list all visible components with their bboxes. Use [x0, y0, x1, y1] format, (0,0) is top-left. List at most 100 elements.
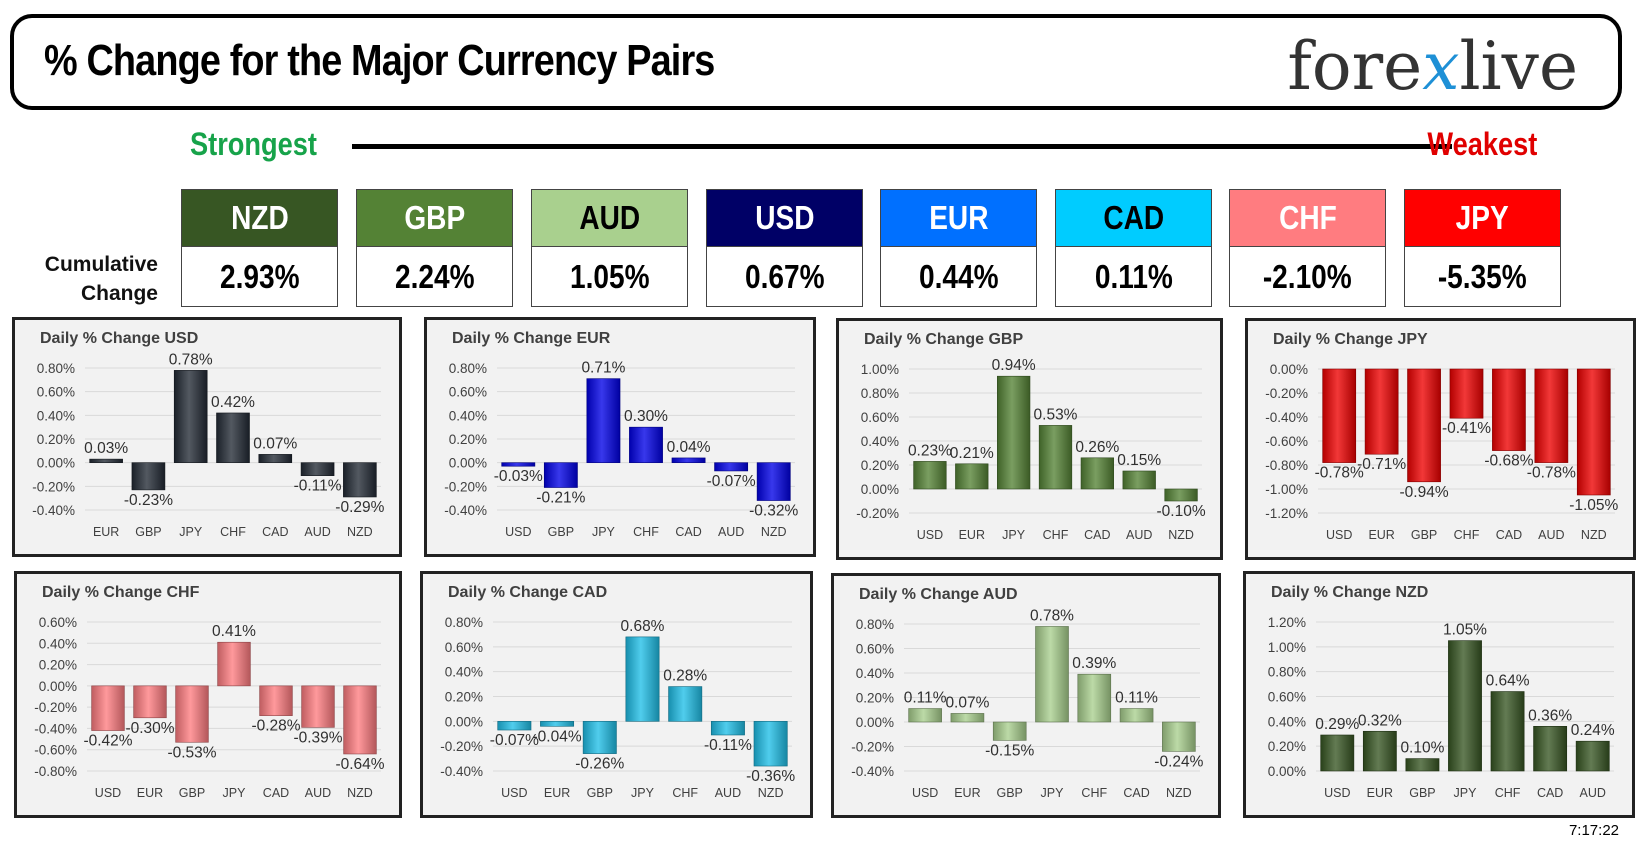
category-label: CAD: [1084, 528, 1110, 542]
data-label: 0.04%: [667, 439, 711, 456]
currency-code: NZD: [182, 190, 337, 247]
category-label: JPY: [1454, 786, 1478, 800]
bar-aud: [301, 685, 335, 728]
bar-nzd: [1162, 721, 1196, 752]
y-tick-label: -1.20%: [1265, 506, 1308, 521]
category-label: EUR: [959, 528, 985, 542]
y-tick-label: -0.20%: [444, 479, 487, 494]
y-tick-label: 0.60%: [856, 642, 894, 657]
cumulative-change-label: Cumulative Change: [44, 253, 158, 305]
bar-chf: [668, 686, 703, 722]
bar-chart-svg: Daily % Change USD 0.80% 0.60% 0.40% 0.20% 0.…: [32, 330, 384, 539]
chart-panel-nzd: Daily % Change NZD 1.20% 1.00% 0.80% 0.60% 0.…: [1243, 571, 1635, 818]
bar-cad: [1492, 368, 1526, 451]
strongest-label: Strongest: [190, 126, 317, 162]
bar-gbp: [175, 685, 209, 743]
chart-panel-eur: Daily % Change EUR 0.80% 0.60% 0.40% 0.20% 0.…: [424, 317, 816, 557]
data-label: 0.15%: [1117, 452, 1161, 469]
currency-card-6: CAD 0.11%: [1055, 189, 1212, 307]
data-label: -1.05%: [1569, 497, 1618, 514]
data-label: 0.78%: [169, 351, 213, 368]
data-label: 0.07%: [945, 694, 989, 711]
data-label: -0.26%: [575, 756, 624, 773]
y-tick-label: 1.00%: [1268, 640, 1306, 655]
y-tick-label: -0.80%: [1265, 458, 1308, 473]
chart-title: Daily % Change NZD: [1271, 584, 1428, 601]
data-label: 0.94%: [992, 357, 1036, 374]
y-tick-label: -0.20%: [856, 506, 899, 521]
data-label: 0.36%: [1528, 707, 1572, 724]
category-label: CHF: [1495, 786, 1521, 800]
chart-title: Daily % Change USD: [40, 330, 198, 347]
category-label: EUR: [1368, 528, 1394, 542]
y-tick-label: -0.20%: [1265, 386, 1308, 401]
bar-chart-svg: Daily % Change GBP 1.00% 0.80% 0.60% 0.40% 0.…: [856, 331, 1206, 542]
currency-cumulative-value: 2.93%: [219, 258, 300, 295]
bar-nzd: [1576, 368, 1611, 496]
bar-jpy: [625, 636, 660, 722]
bar-chart-svg: Daily % Change JPY 0.00% -0.20% -0.40% -0.60…: [1265, 331, 1618, 542]
currency-cumulative-value: 0.67%: [744, 258, 825, 295]
page-title: % Change for the Major Currency Pairs: [44, 36, 715, 85]
data-label: 0.39%: [1072, 655, 1116, 672]
y-tick-label: 0.20%: [37, 432, 75, 447]
y-tick-label: 1.20%: [1268, 615, 1306, 630]
category-label: USD: [505, 525, 531, 539]
chart-title: Daily % Change CAD: [448, 584, 607, 601]
chart-title: Daily % Change GBP: [864, 331, 1023, 348]
currency-cumulative-value: -5.35%: [1438, 258, 1527, 295]
forexlive-logo: forexlive: [1287, 28, 1578, 105]
data-label: 0.11%: [1115, 690, 1158, 707]
y-tick-label: -0.40%: [851, 764, 894, 779]
currency-cumulative-value: -2.10%: [1263, 258, 1352, 295]
bar-nzd: [756, 462, 791, 501]
bar-jpy: [586, 378, 621, 463]
currency-code: USD: [707, 190, 862, 247]
data-label: 0.78%: [1030, 607, 1074, 624]
bar-cad: [258, 454, 293, 463]
category-label: EUR: [954, 786, 980, 800]
bar-cad: [1119, 708, 1154, 723]
data-label: 0.23%: [908, 442, 952, 459]
data-label: 0.42%: [211, 394, 255, 411]
bar-nzd: [343, 685, 377, 755]
bar-cad: [259, 685, 293, 716]
category-label: EUR: [1367, 786, 1393, 800]
y-tick-label: 0.20%: [1268, 739, 1306, 754]
y-tick-label: -0.20%: [440, 739, 483, 754]
currency-code: AUD: [532, 190, 687, 247]
y-tick-label: 1.00%: [861, 362, 899, 377]
bar-gbp: [543, 462, 578, 488]
category-label: CHF: [672, 786, 698, 800]
y-tick-label: 0.00%: [445, 714, 483, 729]
bar-chf: [1490, 691, 1525, 772]
bar-eur: [1362, 730, 1397, 772]
bar-usd: [913, 461, 947, 490]
bar-chart-svg: Daily % Change EUR 0.80% 0.60% 0.40% 0.20% 0.…: [444, 330, 798, 539]
data-label: 0.68%: [621, 618, 665, 635]
chart-panel-gbp: Daily % Change GBP 1.00% 0.80% 0.60% 0.40% 0.…: [836, 318, 1223, 560]
y-tick-label: 0.00%: [861, 482, 899, 497]
chart-panel-cad: Daily % Change CAD 0.80% 0.60% 0.40% 0.20% 0.…: [420, 571, 813, 818]
data-label: -0.21%: [536, 490, 585, 507]
category-label: AUD: [1580, 786, 1606, 800]
data-label: 0.29%: [1315, 716, 1359, 733]
y-tick-label: 0.40%: [861, 434, 899, 449]
data-label: 0.26%: [1075, 439, 1119, 456]
category-label: CAD: [262, 525, 288, 539]
category-label: JPY: [631, 786, 655, 800]
data-label: -0.41%: [1442, 420, 1491, 437]
data-label: 0.71%: [581, 360, 625, 377]
category-label: CAD: [1123, 786, 1149, 800]
bar-chart-svg: Daily % Change NZD 1.20% 1.00% 0.80% 0.60% 0.…: [1268, 584, 1615, 800]
y-tick-label: 0.40%: [449, 408, 487, 423]
bar-jpy: [1035, 626, 1069, 723]
y-tick-label: 0.80%: [449, 361, 487, 376]
category-label: USD: [917, 528, 943, 542]
data-label: -0.94%: [1400, 484, 1449, 501]
currency-card-1: NZD 2.93%: [181, 189, 338, 307]
y-tick-label: 0.00%: [37, 456, 75, 471]
y-tick-label: 0.00%: [1268, 764, 1306, 779]
bar-chf: [1077, 673, 1112, 723]
y-tick-label: 0.60%: [39, 615, 77, 630]
